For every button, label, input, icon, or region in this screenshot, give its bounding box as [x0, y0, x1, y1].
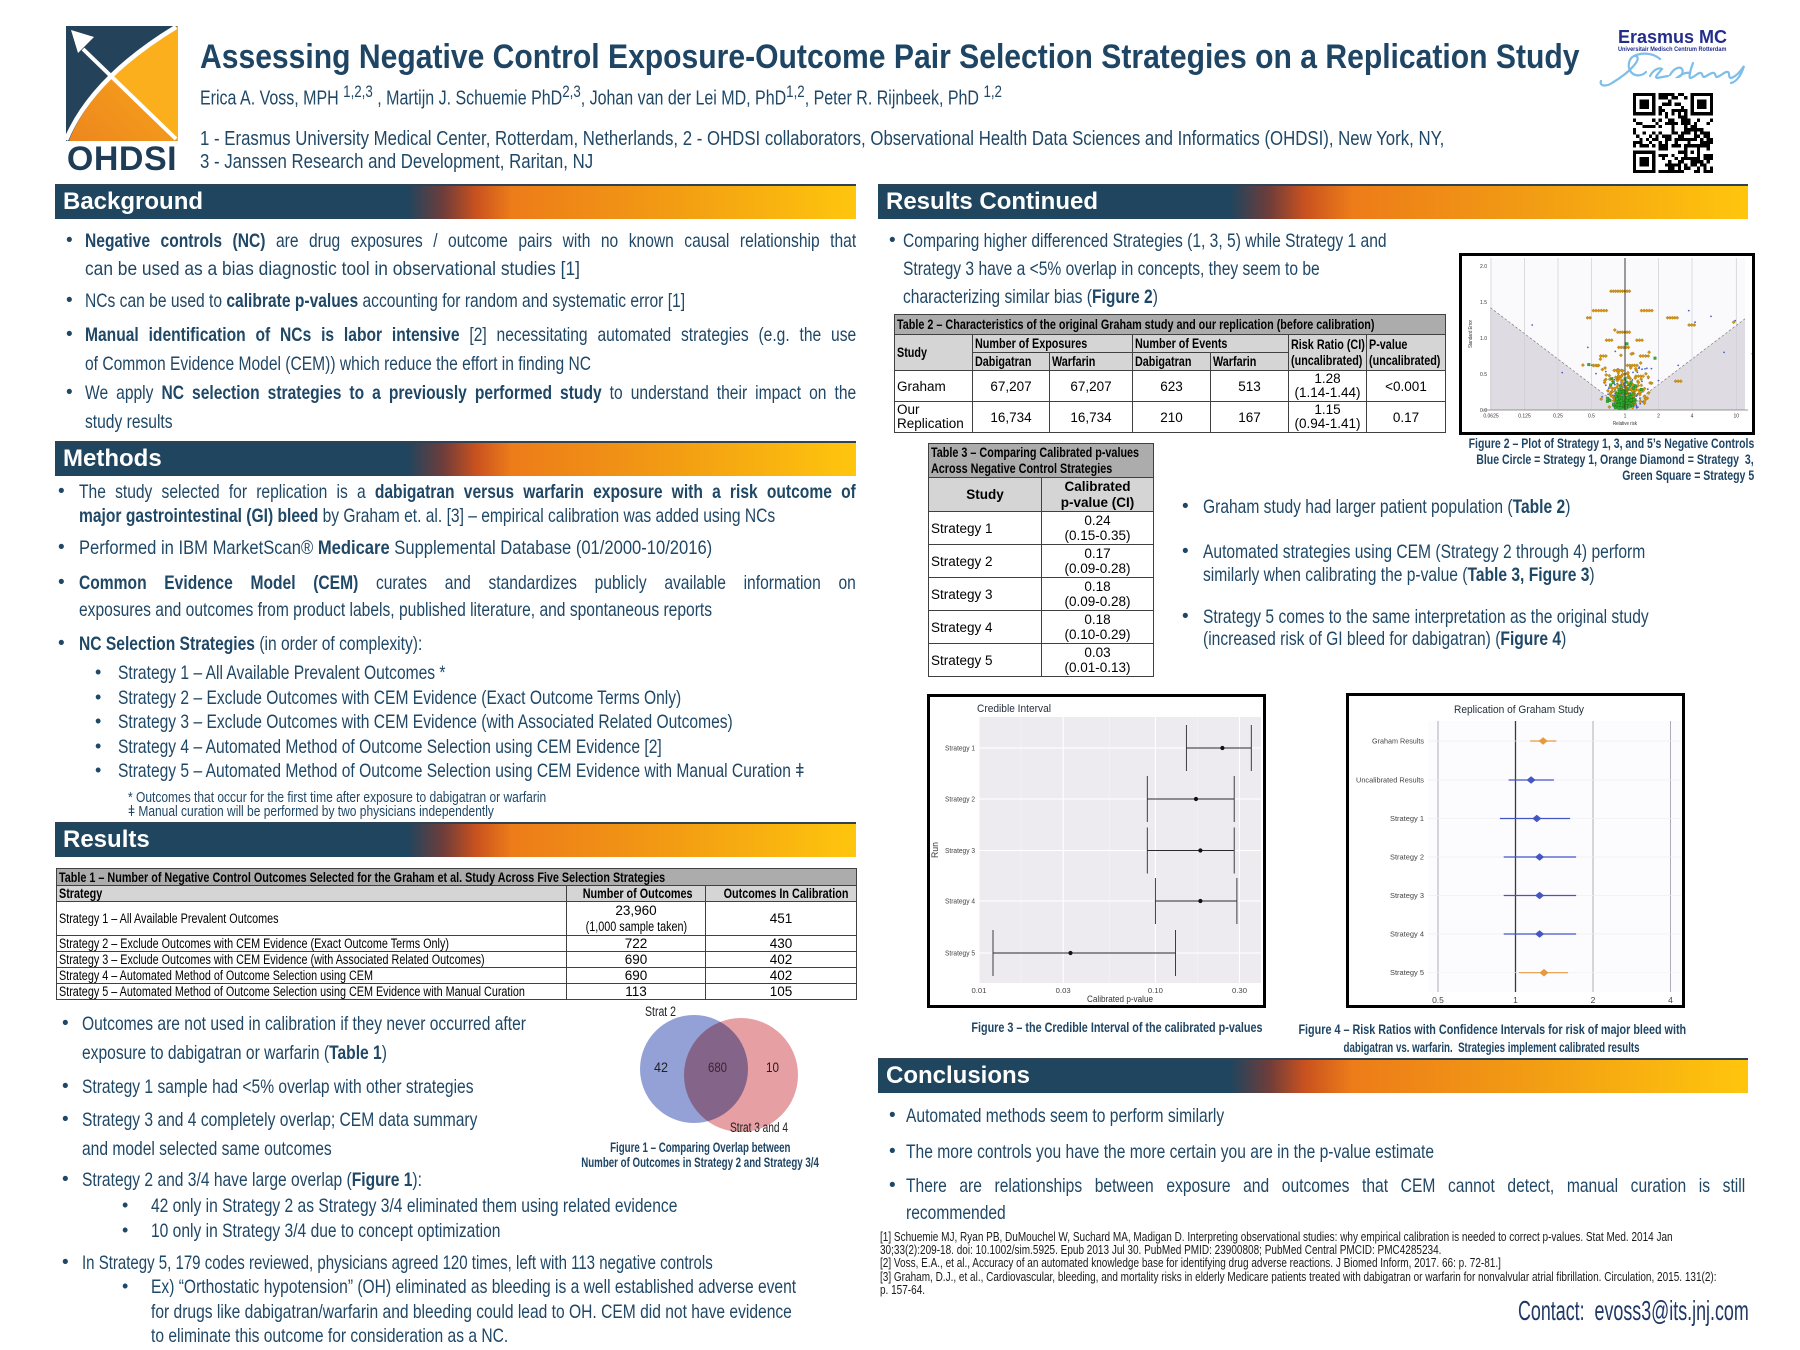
svg-text:Run: Run: [930, 842, 940, 858]
svg-text:680: 680: [708, 1060, 727, 1075]
svg-text:1: 1: [1624, 414, 1627, 420]
svg-text:Replication of Graham Study: Replication of Graham Study: [1454, 704, 1584, 716]
svg-text:Uncalibrated Results: Uncalibrated Results: [1356, 776, 1424, 785]
svg-text:0.5: 0.5: [1432, 995, 1444, 1005]
svg-text:Relative risk: Relative risk: [1613, 421, 1637, 427]
svg-text:0.30: 0.30: [1232, 986, 1247, 995]
svg-text:10: 10: [766, 1060, 779, 1075]
svg-text:Credible Interval: Credible Interval: [977, 703, 1051, 715]
svg-text:Graham Results: Graham Results: [1372, 737, 1424, 746]
svg-text:1.0: 1.0: [1480, 336, 1487, 342]
svg-text:4: 4: [1668, 995, 1673, 1005]
svg-text:Strat 2: Strat 2: [645, 1004, 676, 1019]
svg-text:0.01: 0.01: [972, 986, 987, 995]
svg-text:Strategy 1: Strategy 1: [1390, 814, 1424, 823]
svg-text:2.0: 2.0: [1480, 264, 1487, 270]
svg-text:10: 10: [1734, 414, 1740, 420]
svg-text:Strat 3 and 4: Strat 3 and 4: [730, 1120, 788, 1135]
svg-text:1.5: 1.5: [1480, 300, 1487, 306]
svg-text:2: 2: [1657, 414, 1660, 420]
svg-text:0.125: 0.125: [1518, 414, 1531, 420]
svg-text:0.25: 0.25: [1553, 414, 1563, 420]
svg-text:0.10: 0.10: [1148, 986, 1163, 995]
svg-text:0.5: 0.5: [1480, 372, 1487, 378]
svg-text:Strategy 4: Strategy 4: [945, 897, 975, 906]
svg-text:1: 1: [1513, 995, 1518, 1005]
svg-text:Strategy 2: Strategy 2: [945, 795, 975, 804]
svg-text:Strategy 5: Strategy 5: [945, 949, 975, 958]
svg-text:Strategy 3: Strategy 3: [1390, 891, 1424, 900]
svg-text:Strategy 4: Strategy 4: [1390, 930, 1424, 939]
svg-text:Strategy 3: Strategy 3: [945, 846, 975, 855]
svg-text:2: 2: [1591, 995, 1596, 1005]
svg-text:Strategy 2: Strategy 2: [1390, 853, 1424, 862]
svg-text:4: 4: [1691, 414, 1694, 420]
svg-text:0.03: 0.03: [1056, 986, 1071, 995]
svg-text:Strategy 1: Strategy 1: [945, 744, 975, 753]
svg-text:42: 42: [654, 1060, 668, 1075]
svg-text:Calibrated p-value: Calibrated p-value: [1087, 994, 1153, 1004]
svg-text:0.0625: 0.0625: [1483, 414, 1499, 420]
svg-text:0.0: 0.0: [1480, 408, 1487, 414]
svg-text:Strategy 5: Strategy 5: [1390, 968, 1424, 977]
svg-text:Standard Error: Standard Error: [1468, 320, 1474, 348]
svg-text:0.5: 0.5: [1588, 414, 1595, 420]
